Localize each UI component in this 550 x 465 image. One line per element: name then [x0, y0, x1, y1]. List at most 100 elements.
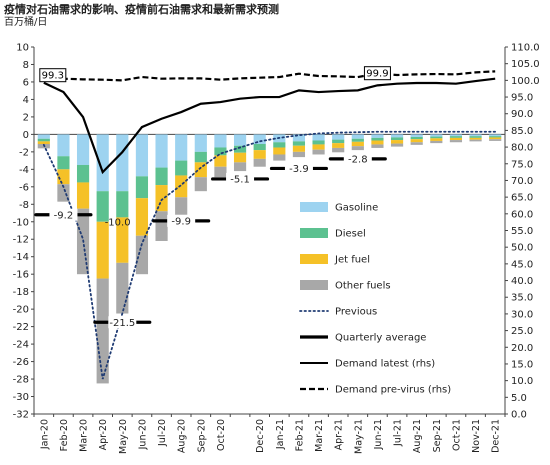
x-tick-label: Feb-21 — [294, 419, 305, 451]
bar-other-fuels — [489, 139, 502, 141]
x-tick-label: Aug-20 — [177, 419, 188, 453]
x-tick-label: Oct-21 — [451, 419, 462, 451]
bar-other-fuels — [410, 142, 423, 145]
legend-item: Gasoline — [300, 202, 378, 214]
bar-other-fuels — [449, 140, 463, 143]
bar-diesel — [292, 141, 306, 146]
legend-swatch — [300, 254, 328, 264]
legend-label: Jet fuel — [334, 255, 370, 266]
bar-diesel — [253, 143, 266, 151]
y-left-tick-label: -12 — [13, 235, 29, 246]
y-left-tick-label: -8 — [19, 200, 29, 211]
y-left-tick-label: 6 — [23, 77, 29, 88]
demand-latest-line — [43, 77, 496, 175]
bar-gasoline — [214, 134, 227, 148]
y-right-tick-label: 110.0 — [511, 43, 540, 54]
quarterly-average-label: -21.5 — [109, 318, 135, 329]
x-tick-label: Sep-21 — [432, 419, 443, 452]
bar-diesel — [57, 156, 70, 170]
bar-jet-fuel — [155, 185, 168, 212]
quarterly-average-label: -2.8 — [348, 154, 368, 165]
bar-gasoline — [76, 134, 90, 165]
legend-label: Diesel — [335, 229, 366, 240]
bar-other-fuels — [175, 197, 188, 215]
bar-jet-fuel — [76, 182, 90, 209]
x-tick-label: Aug-21 — [412, 419, 423, 453]
bar-jet-fuel — [214, 155, 227, 167]
y-right-tick-label: 25.0 — [511, 326, 533, 337]
bar-diesel — [410, 137, 423, 140]
y-left-tick-label: -4 — [19, 165, 29, 176]
legend-label: Demand latest (rhs) — [335, 359, 435, 370]
demand-pre-virus-line — [43, 70, 496, 82]
bar-other-fuels — [390, 143, 404, 147]
y-left-tick-label: -28 — [13, 375, 29, 386]
bar-jet-fuel — [57, 169, 70, 185]
y-left-tick-label: -24 — [13, 340, 29, 351]
y-right-tick-label: 30.0 — [511, 309, 533, 320]
bar-diesel — [273, 142, 286, 148]
bar-gasoline — [96, 134, 109, 192]
bar-other-fuels — [253, 158, 266, 167]
bar-jet-fuel — [489, 137, 502, 140]
annotation-box — [39, 68, 67, 83]
quarterly-average-label: -3.9 — [289, 164, 309, 175]
bar-diesel — [469, 136, 482, 138]
legend-label: Previous — [335, 307, 377, 318]
legend-item: Demand pre-virus (rhs) — [300, 385, 451, 396]
quarterly-average-label-bg — [167, 214, 196, 227]
y-left-tick-label: -26 — [13, 357, 29, 368]
bar-gasoline — [469, 134, 482, 137]
chart-title: 疫情对石油需求的影响、疫情前石油需求和最新需求预测 — [4, 3, 279, 16]
y-right-tick-label: 60.0 — [511, 209, 533, 220]
bar-gasoline — [390, 134, 404, 138]
y-right-tick-label: 55.0 — [511, 226, 533, 237]
legend-label: Quarterly average — [335, 333, 426, 344]
y-right-tick-label: 75.0 — [511, 159, 533, 170]
y-right-tick-label: 85.0 — [511, 126, 533, 137]
bar-other-fuels — [332, 147, 345, 153]
quarterly-average-label: -9.9 — [171, 216, 191, 227]
bar-diesel — [37, 138, 50, 142]
bar-gasoline — [371, 134, 384, 138]
bar-jet-fuel — [194, 162, 207, 178]
bar-diesel — [116, 191, 129, 218]
bar-diesel — [489, 136, 502, 138]
y-right-tick-label: 15.0 — [511, 359, 533, 370]
x-tick-label: Feb-20 — [59, 419, 70, 451]
legend-item: Diesel — [300, 228, 366, 240]
quarterly-average-label-bg — [108, 316, 137, 329]
x-tick-label: Jan-21 — [275, 419, 286, 450]
bar-jet-fuel — [175, 175, 188, 198]
y-right-tick-label: 90.0 — [511, 109, 533, 120]
bar-diesel — [371, 137, 384, 141]
bar-other-fuels — [273, 154, 286, 161]
legend-item: Demand latest (rhs) — [300, 359, 435, 370]
bar-jet-fuel — [292, 145, 306, 152]
bar-gasoline — [292, 134, 306, 142]
bar-gasoline — [37, 134, 50, 139]
y-left-tick-label: -18 — [13, 287, 29, 298]
x-tick-label: Sep-20 — [196, 419, 207, 452]
bar-jet-fuel — [233, 152, 247, 163]
quarterly-average-label-bg — [49, 208, 78, 221]
bar-jet-fuel — [96, 221, 109, 279]
bar-jet-fuel — [135, 198, 149, 236]
y-right-tick-label: 50.0 — [511, 243, 533, 254]
chart-unit: 百万桶/日 — [4, 17, 48, 28]
bar-diesel — [135, 176, 149, 199]
y-left-tick-label: 10 — [16, 43, 29, 54]
bar-gasoline — [194, 134, 207, 152]
bar-gasoline — [175, 134, 188, 161]
y-left-tick-label: 0 — [23, 130, 29, 141]
x-tick-label: Jul-20 — [157, 419, 168, 447]
bar-diesel — [233, 145, 247, 153]
legend-item: Other fuels — [300, 280, 391, 292]
bar-other-fuels — [155, 211, 168, 241]
y-right-tick-label: 0.0 — [511, 410, 527, 421]
bar-jet-fuel — [351, 141, 364, 147]
bar-jet-fuel — [253, 150, 266, 159]
x-tick-label: Apr-20 — [98, 419, 109, 450]
y-left-tick-label: 8 — [23, 60, 29, 71]
